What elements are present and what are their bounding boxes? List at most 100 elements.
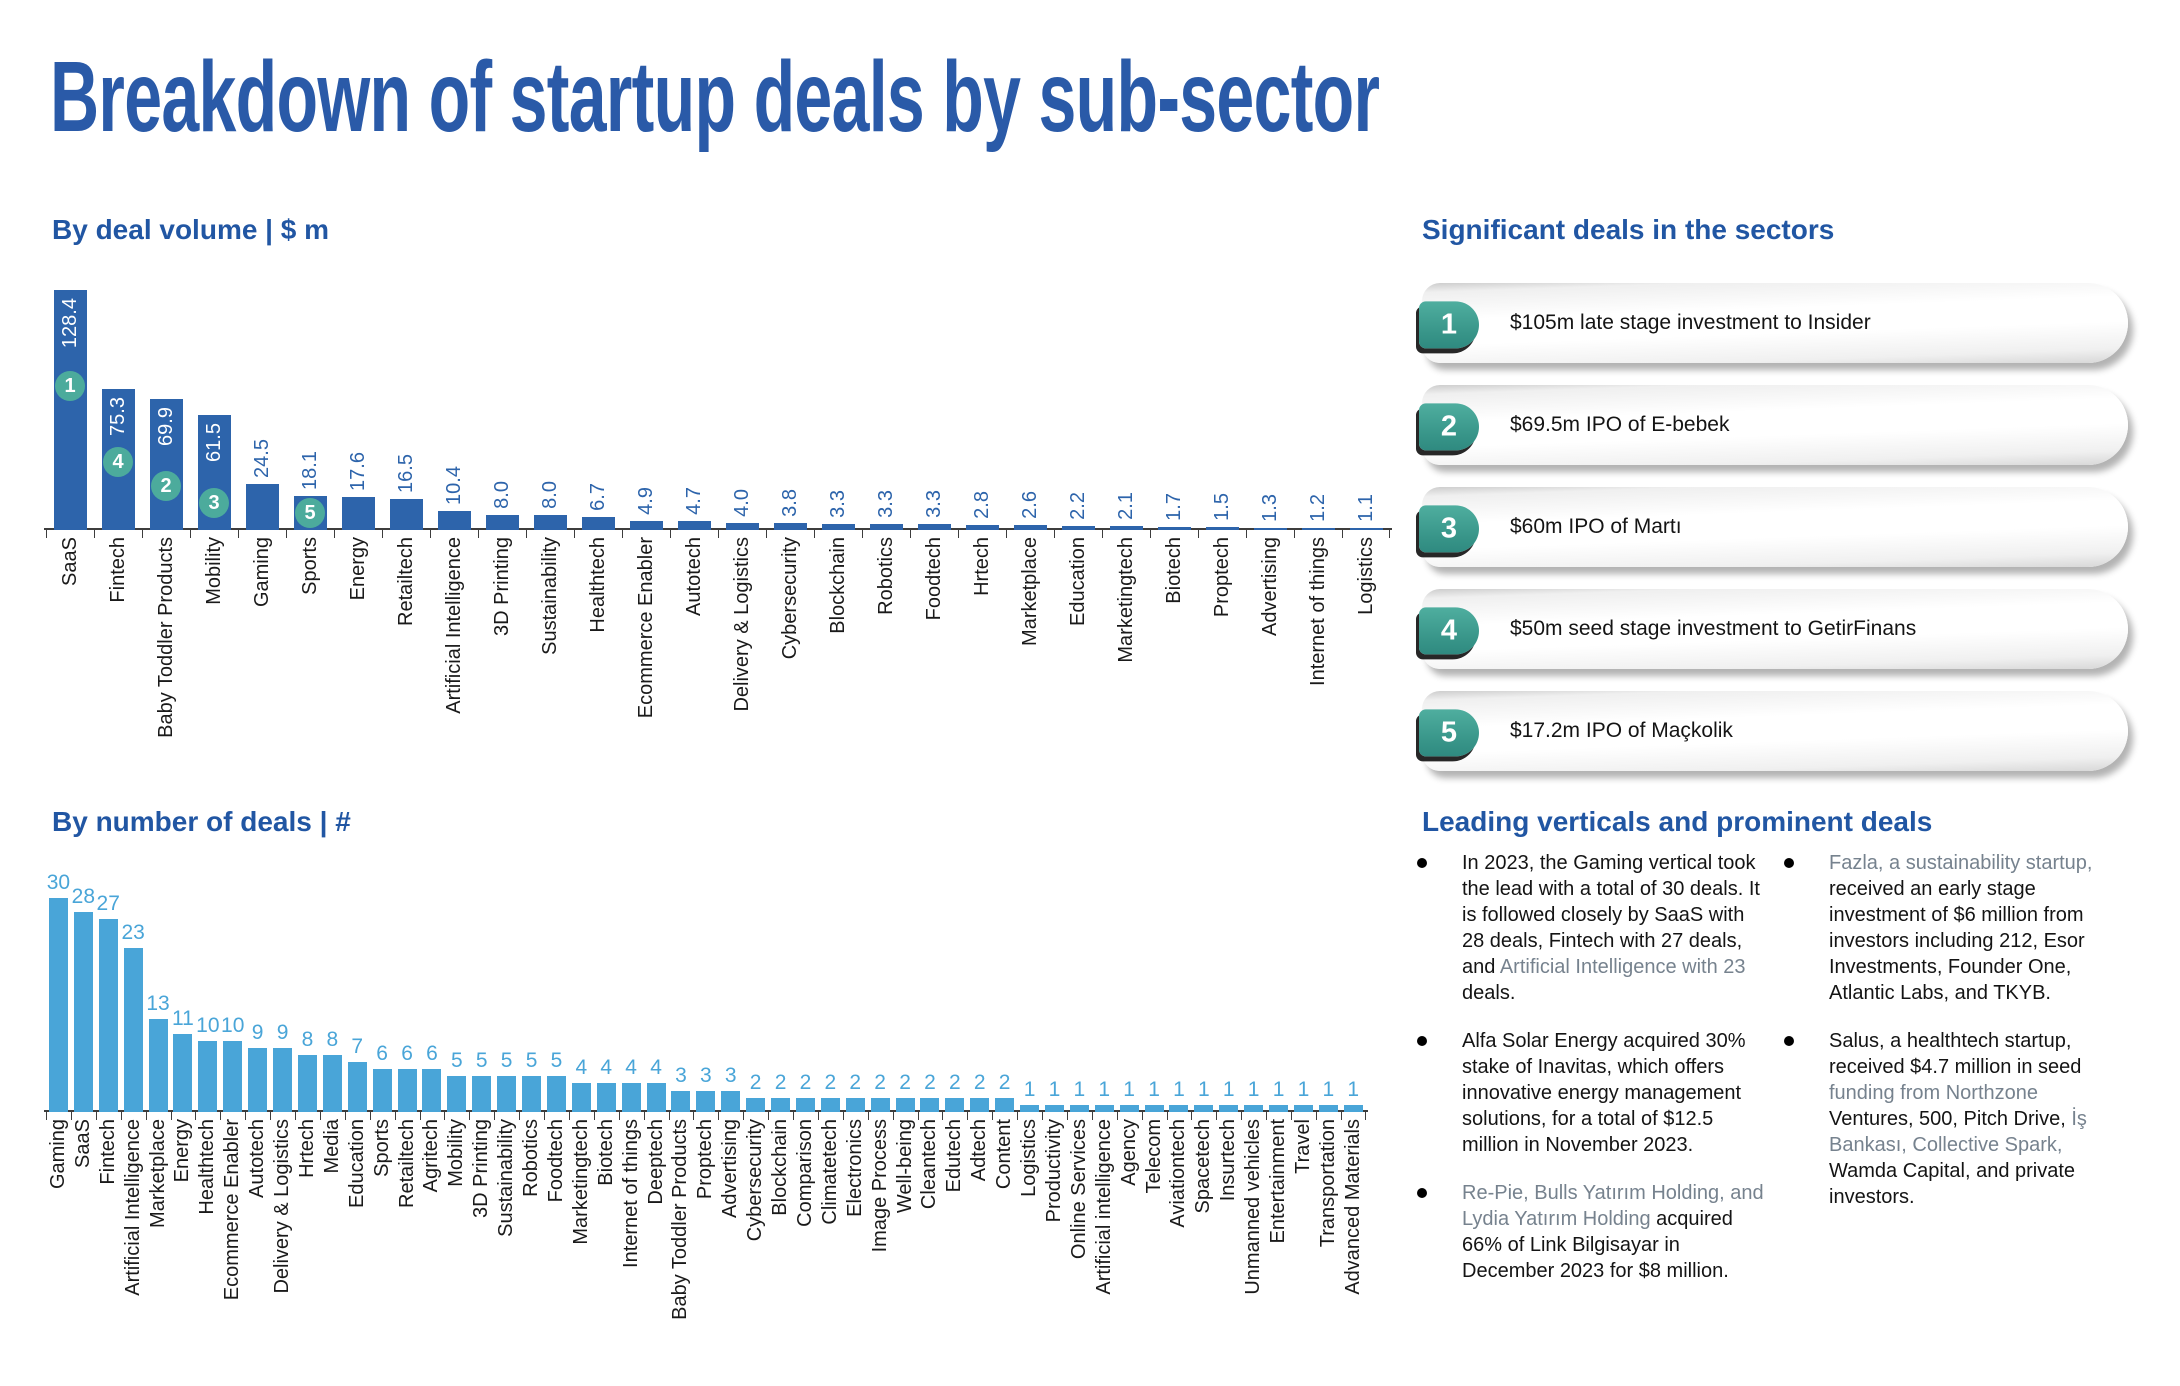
bar-value-label: 11	[172, 1007, 194, 1030]
x-axis-label: Telecom	[1142, 1119, 1167, 1386]
x-axis-label-text: Education	[1066, 537, 1089, 626]
axis-tick	[46, 1112, 47, 1120]
bar-value-label: 10	[221, 1014, 245, 1037]
bar-slot: 8	[320, 877, 345, 1112]
bar-value-label: 3.3	[826, 490, 849, 518]
axis-tick	[1364, 1112, 1366, 1120]
x-axis-label-text: Transportation	[1316, 1119, 1339, 1248]
bar-value-wrap: 6.7	[574, 483, 622, 511]
axis-tick	[1342, 530, 1343, 538]
x-axis-label: Education	[1054, 537, 1102, 807]
bar-value-label: 3.8	[778, 489, 801, 517]
bar-value-label: 4	[600, 1056, 613, 1079]
x-axis-label-text: Content	[993, 1119, 1016, 1190]
bar-value-wrap: 10.4	[430, 466, 478, 505]
bar	[522, 1076, 542, 1112]
x-axis-label-text: Hrtech	[970, 537, 993, 596]
x-axis-label: Sports	[286, 537, 334, 807]
bar-value-wrap: 24.5	[238, 439, 286, 478]
bar-slot: 10	[195, 877, 220, 1112]
x-axis-label: Proptech	[693, 1119, 718, 1386]
x-axis-label-text: Proptech	[1210, 537, 1233, 618]
x-axis-label-text: Electronics	[843, 1119, 866, 1217]
bar-slot: 2.1	[1102, 268, 1150, 530]
x-axis-label-text: Telecom	[1142, 1119, 1165, 1194]
bar	[372, 1069, 392, 1112]
bar-value-label: 6	[401, 1042, 413, 1065]
x-axis-label-text: Biotech	[594, 1119, 617, 1186]
bar-slot: 1	[1142, 877, 1167, 1112]
axis-tick	[494, 1112, 496, 1120]
bullet-item: Re-Pie, Bulls Yatırım Holding, and Lydia…	[1415, 1180, 1765, 1284]
bar	[422, 1069, 442, 1112]
x-axis-label-text: Blockchain	[826, 537, 849, 634]
axis-tick	[1241, 1112, 1243, 1120]
bar-slot: 1	[1092, 877, 1117, 1112]
x-axis-label: Artificial intelligence	[1092, 1119, 1117, 1386]
x-axis-label: Insurtech	[1216, 1119, 1241, 1386]
bullet-text-segment: Salus, a healthtech startup, received $4…	[1829, 1030, 2082, 1078]
x-axis-label: Climatetech	[818, 1119, 843, 1386]
x-axis-label-text: Sports	[370, 1119, 393, 1177]
x-axis-label: SaaS	[71, 1119, 96, 1386]
x-axis-label-text: Comparison	[793, 1119, 816, 1227]
x-axis-label: Energy	[171, 1119, 196, 1386]
bar-slot: 2	[743, 877, 768, 1112]
rank-badge: 2	[1419, 403, 1479, 451]
bar	[1157, 527, 1191, 530]
bar	[571, 1083, 591, 1112]
bar-value-label: 5	[500, 1049, 513, 1072]
axis-tick	[270, 1112, 272, 1120]
x-axis-label: Unmanned vehicles	[1241, 1119, 1266, 1386]
bar	[965, 525, 999, 530]
x-axis-label: Baby Toddler Products	[142, 537, 190, 807]
x-axis-label-text: Mobility	[202, 537, 225, 605]
bar	[248, 1048, 268, 1112]
x-axis-label: Internet of things	[619, 1119, 644, 1386]
bar-slot: 6	[420, 877, 445, 1112]
x-axis-label: Spacetech	[1191, 1119, 1216, 1386]
axis-tick	[618, 1112, 620, 1120]
bar	[696, 1091, 716, 1112]
bar	[273, 1048, 293, 1112]
axis-tick	[622, 530, 623, 538]
x-axis-label: Marketingtech	[1102, 537, 1150, 807]
bar	[1269, 1105, 1289, 1112]
bar	[995, 1098, 1015, 1112]
axis-tick	[394, 1112, 396, 1120]
x-axis-label-text: SaaS	[58, 537, 81, 586]
bar-value-wrap: 17.6	[334, 452, 382, 491]
x-axis-label: Healthtech	[195, 1119, 220, 1386]
axis-tick	[1246, 530, 1247, 538]
axis-tick	[568, 1112, 570, 1120]
axis-tick	[319, 1112, 321, 1120]
bar-slot: 4	[619, 877, 644, 1112]
bar-value-wrap: 2.8	[958, 491, 1006, 519]
bar-value-label: 69.9	[154, 407, 177, 446]
x-axis-label-text: Cleantech	[918, 1119, 941, 1210]
bar-value-wrap: 8.0	[526, 481, 574, 509]
axis-tick	[220, 1112, 222, 1120]
bar-value-label: 8	[301, 1028, 314, 1051]
bullet-text-segment: Alfa Solar Energy acquired 30% stake of …	[1462, 1030, 1746, 1156]
x-axis-label-text: Productivity	[1042, 1119, 1065, 1223]
x-axis-label-text: Proptech	[694, 1119, 717, 1200]
axis-tick	[120, 1112, 122, 1120]
x-axis-label-text: Robotics	[520, 1119, 543, 1197]
x-axis-label-text: Delivery & Logistics	[730, 537, 753, 712]
x-axis-label-text: Artificial Intelligence	[442, 537, 465, 714]
x-axis-label-text: Fintech	[96, 1119, 119, 1185]
axis-tick	[1116, 1112, 1118, 1120]
bar	[437, 511, 471, 530]
bar-value-label: 1.5	[1210, 493, 1233, 521]
axis-tick	[967, 1112, 969, 1120]
bar-value-wrap: 16.5	[382, 454, 430, 493]
bar-slot: 10	[220, 877, 245, 1112]
x-axis-label: Ecommerce Enabler	[622, 537, 670, 807]
x-axis-label: Blockchain	[814, 537, 862, 807]
bar-slot: 1	[1316, 877, 1341, 1112]
bar	[621, 1083, 641, 1112]
bar-slot: 5	[519, 877, 544, 1112]
x-axis-label: Transportation	[1316, 1119, 1341, 1386]
bar-slot: 11	[171, 877, 196, 1112]
